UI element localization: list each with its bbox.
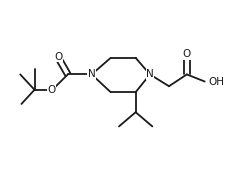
- Text: OH: OH: [208, 77, 224, 87]
- Text: O: O: [47, 85, 55, 95]
- Text: O: O: [183, 49, 191, 59]
- Text: N: N: [88, 69, 95, 79]
- Text: O: O: [54, 52, 62, 62]
- Text: N: N: [146, 69, 154, 79]
